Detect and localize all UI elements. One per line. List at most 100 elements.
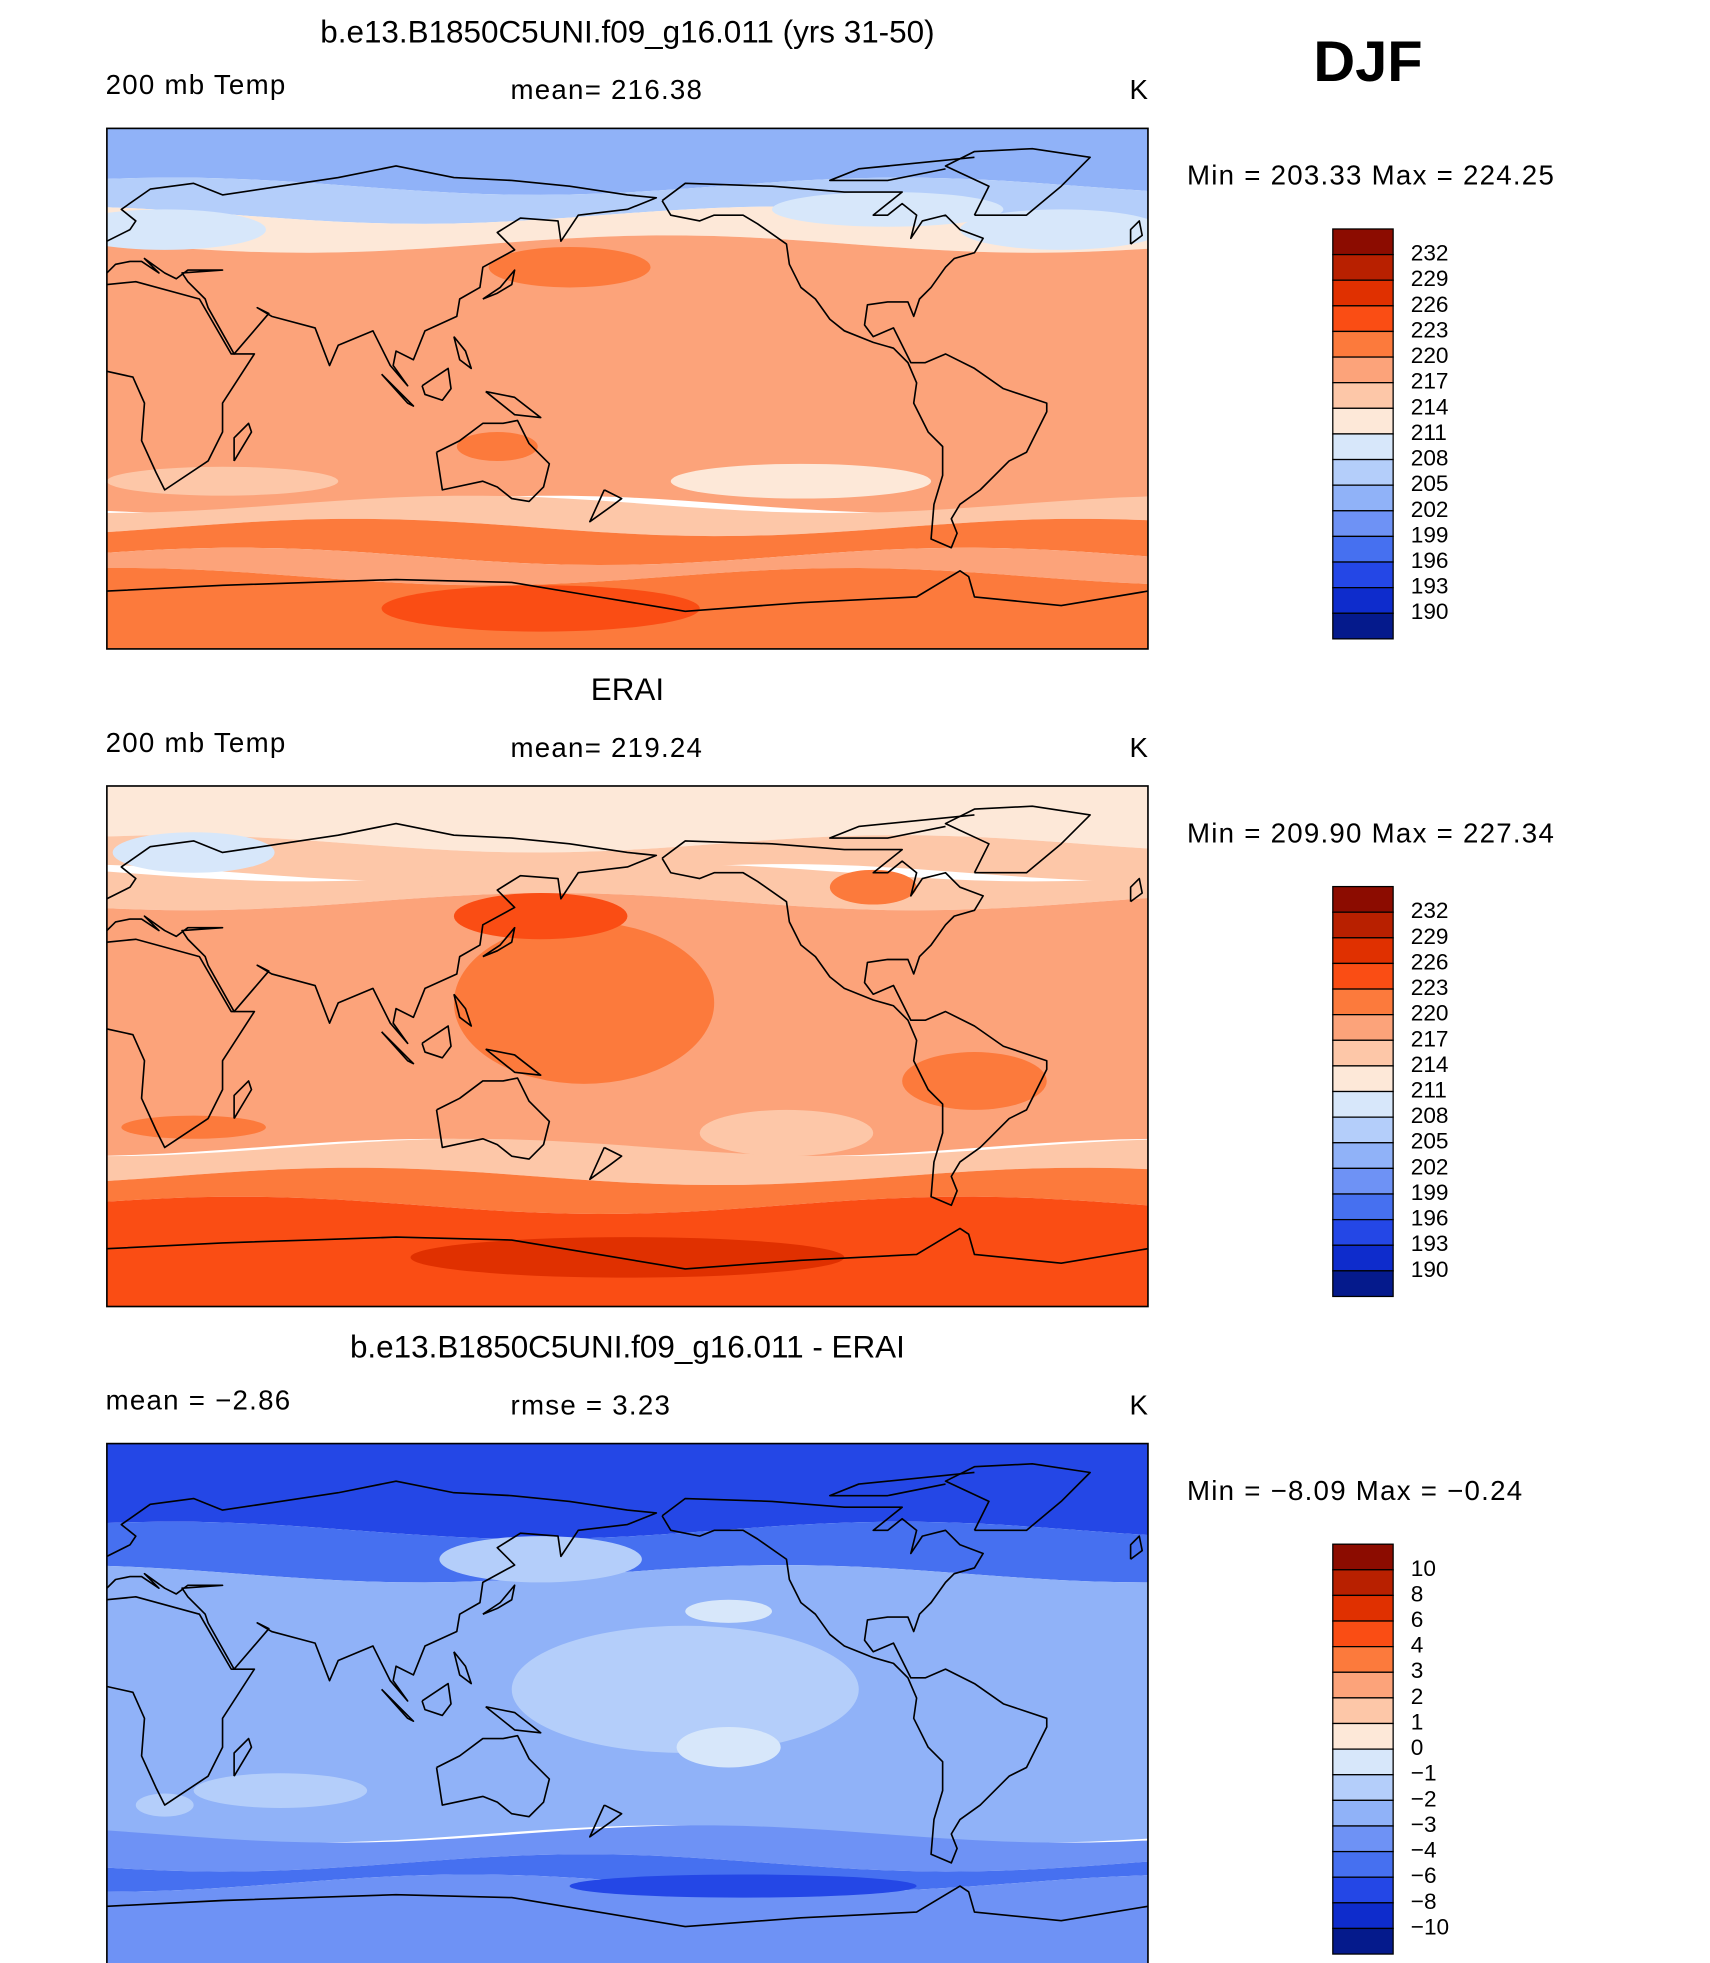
contour-fill [960,209,1148,250]
colorbar-label: 214 [1411,1052,1449,1077]
coastline [106,1227,1148,1270]
contour-fill [106,1443,1148,1540]
coastline [829,814,975,839]
contour-fill [456,432,538,461]
colorbar-box [1332,1090,1394,1118]
colorbar-box [1332,937,1394,965]
colorbar-label: 193 [1411,1231,1449,1256]
contour-fill [106,128,1148,195]
colorbar-box [1332,228,1394,256]
coastline [453,1651,473,1685]
colorbar-box [1332,1594,1394,1622]
colorbar-label: −2 [1411,1786,1437,1811]
panel-left-label: 200 mb Temp [106,727,287,758]
colorbar-box [1332,484,1394,512]
colorbar-label: 220 [1411,1001,1449,1026]
coastline [944,805,1091,874]
colorbar-box [1332,1569,1394,1597]
coastline [453,993,473,1027]
colorbar-box [1332,612,1394,640]
contour-fill [106,235,1148,514]
coastline [106,1596,256,1806]
map-frame [106,785,1149,1308]
colorbar-box [1332,1774,1394,1801]
colorbar-label: 208 [1411,446,1449,471]
colorbar-label: 217 [1411,1026,1449,1051]
contour-fill [106,835,1148,882]
colorbar-label: −1 [1411,1761,1437,1786]
colorbar-label: 10 [1411,1556,1436,1581]
colorbar-label: 6 [1411,1607,1424,1632]
colorbar-box [1332,1142,1394,1170]
colorbar-box [1332,535,1394,563]
panel-center-label: mean= 216.38 [510,74,703,105]
coastline [589,1804,623,1838]
coastline [380,1031,415,1065]
colorbar-box [1332,1646,1394,1673]
colorbar-label: 214 [1411,394,1449,419]
colorbar-label: −10 [1411,1914,1449,1939]
coastline [485,390,542,419]
coastline [435,1077,551,1160]
map [106,1443,1148,1963]
contour-fill [106,495,1148,537]
map [106,785,1148,1307]
coastline [106,938,256,1149]
coastline [421,367,452,402]
contour-fill [829,869,917,905]
coastline [106,1885,1148,1928]
panel-title: b.e13.B1850C5UNI.f09_g16.011 - ERAI [350,1330,905,1365]
colorbar-label: 226 [1411,292,1449,317]
contour-fill [112,832,275,873]
map-frame [106,127,1149,650]
units-label: K [1130,74,1150,105]
colorbar-box [1332,356,1394,384]
coastline [380,373,415,407]
coastline [421,1025,452,1059]
colorbar-label: 223 [1411,975,1449,1000]
min-max-label: Min = 203.33 Max = 224.25 [1187,160,1555,191]
colorbar-label: 208 [1411,1103,1449,1128]
contour-fill [453,921,715,1084]
contour-fill [106,785,1148,853]
colorbar-box [1332,885,1394,913]
colorbar-label: 2 [1411,1684,1424,1709]
coastline [106,1480,658,1702]
colorbar-label: −4 [1411,1838,1437,1863]
coastline [944,147,1091,216]
coastline [1129,220,1143,245]
colorbar-box [1332,988,1394,1016]
colorbar-label: 211 [1411,1078,1447,1103]
coastline [380,1688,415,1723]
coastline [829,156,975,182]
colorbar-label: 196 [1411,1206,1449,1231]
units-label: K [1130,732,1150,763]
colorbar-label: 193 [1411,574,1449,599]
colorbar-box [1332,330,1394,358]
coastline [482,926,516,958]
contour-fill [676,1726,781,1768]
colorbar-box [1332,433,1394,461]
panel-left-label: mean = −2.86 [106,1384,292,1415]
colorbar-label: 229 [1411,924,1449,949]
colorbar-label: 190 [1411,599,1449,624]
contour-fill [511,1625,859,1754]
colorbar-box [1332,1065,1394,1093]
colorbar-label: 217 [1411,369,1449,394]
colorbar-label: −6 [1411,1863,1437,1888]
coastline [106,280,256,491]
coastline [661,840,1048,1207]
colorbar-label: 205 [1411,471,1449,496]
colorbar-label: 211 [1411,420,1447,445]
colorbar-box [1332,911,1394,939]
colorbar-box [1332,253,1394,281]
colorbar-box [1332,1244,1394,1272]
colorbar-box [1332,279,1394,307]
colorbar-box [1332,1218,1394,1246]
colorbar-box [1332,1927,1394,1955]
coastline [233,1080,253,1119]
colorbar-box [1332,1850,1394,1878]
min-max-label: Min = 209.90 Max = 227.34 [1187,817,1555,848]
contour-fill [488,246,651,288]
